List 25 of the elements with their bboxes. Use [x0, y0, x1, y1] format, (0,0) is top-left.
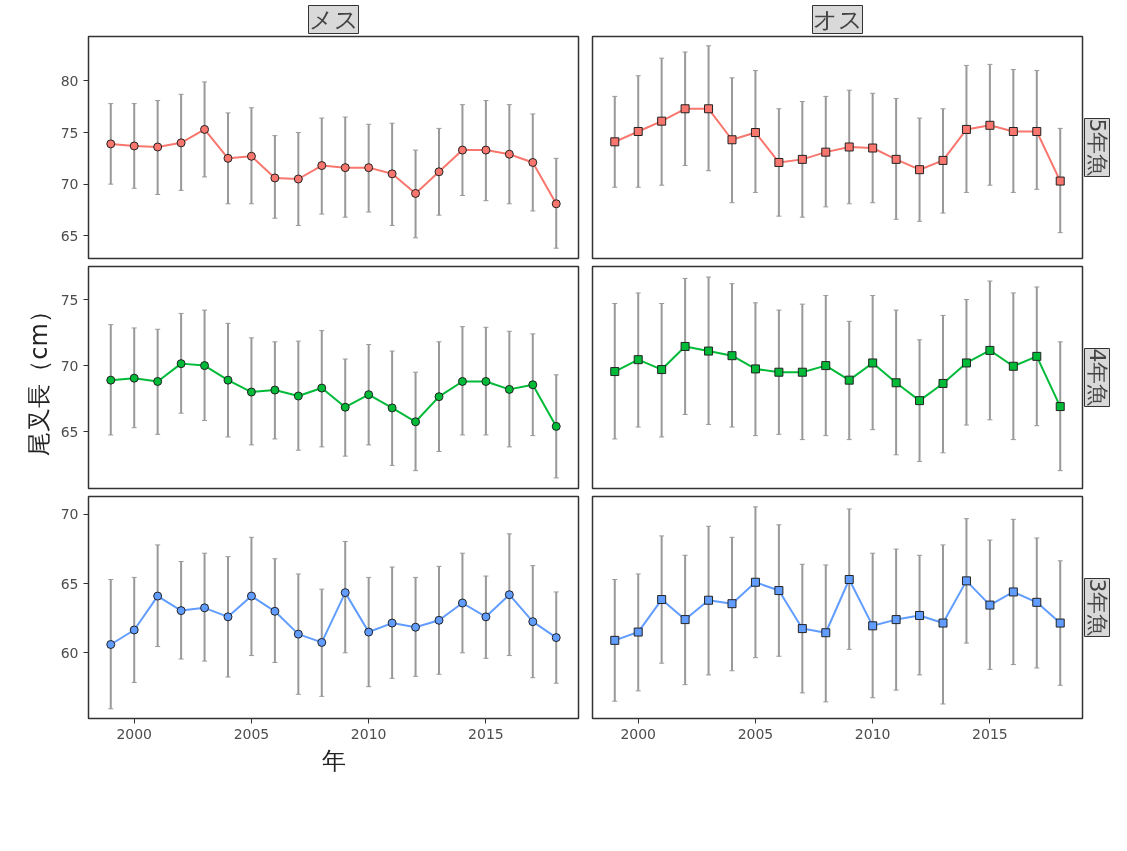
- y-tick-label: 60: [60, 644, 79, 661]
- x-axis-title: 年: [321, 746, 346, 775]
- x-tick-label: 2015: [468, 725, 504, 742]
- y-axis-title: 尾叉長（cm）: [24, 299, 53, 456]
- y2-axis-title: 4年魚: [1084, 348, 1110, 407]
- x-tick-label: 2000: [116, 725, 153, 742]
- x-tick-label: 2005: [737, 725, 774, 742]
- y-tick-label: 75: [60, 124, 79, 141]
- y-tick-label: 65: [60, 227, 79, 244]
- y-tick-label: 70: [60, 176, 79, 193]
- y-tick-label: 65: [60, 423, 79, 440]
- y2-axis-title: 3年魚: [1084, 578, 1110, 637]
- chart-title: オス: [812, 5, 863, 34]
- x-tick-label: 2005: [233, 725, 270, 742]
- y-tick-label: 80: [60, 72, 79, 89]
- y-tick-label: 70: [60, 506, 79, 523]
- y-tick-label: 70: [60, 357, 79, 374]
- y-tick-label: 65: [60, 575, 79, 592]
- chart-title: メス: [308, 5, 359, 34]
- y-tick-label: 75: [60, 291, 79, 308]
- y2-axis-title: 5年魚: [1084, 118, 1110, 177]
- x-tick-label: 2015: [972, 725, 1008, 742]
- x-tick-label: 2000: [620, 725, 657, 742]
- x-tick-label: 2010: [350, 725, 387, 742]
- x-tick-label: 2010: [854, 725, 891, 742]
